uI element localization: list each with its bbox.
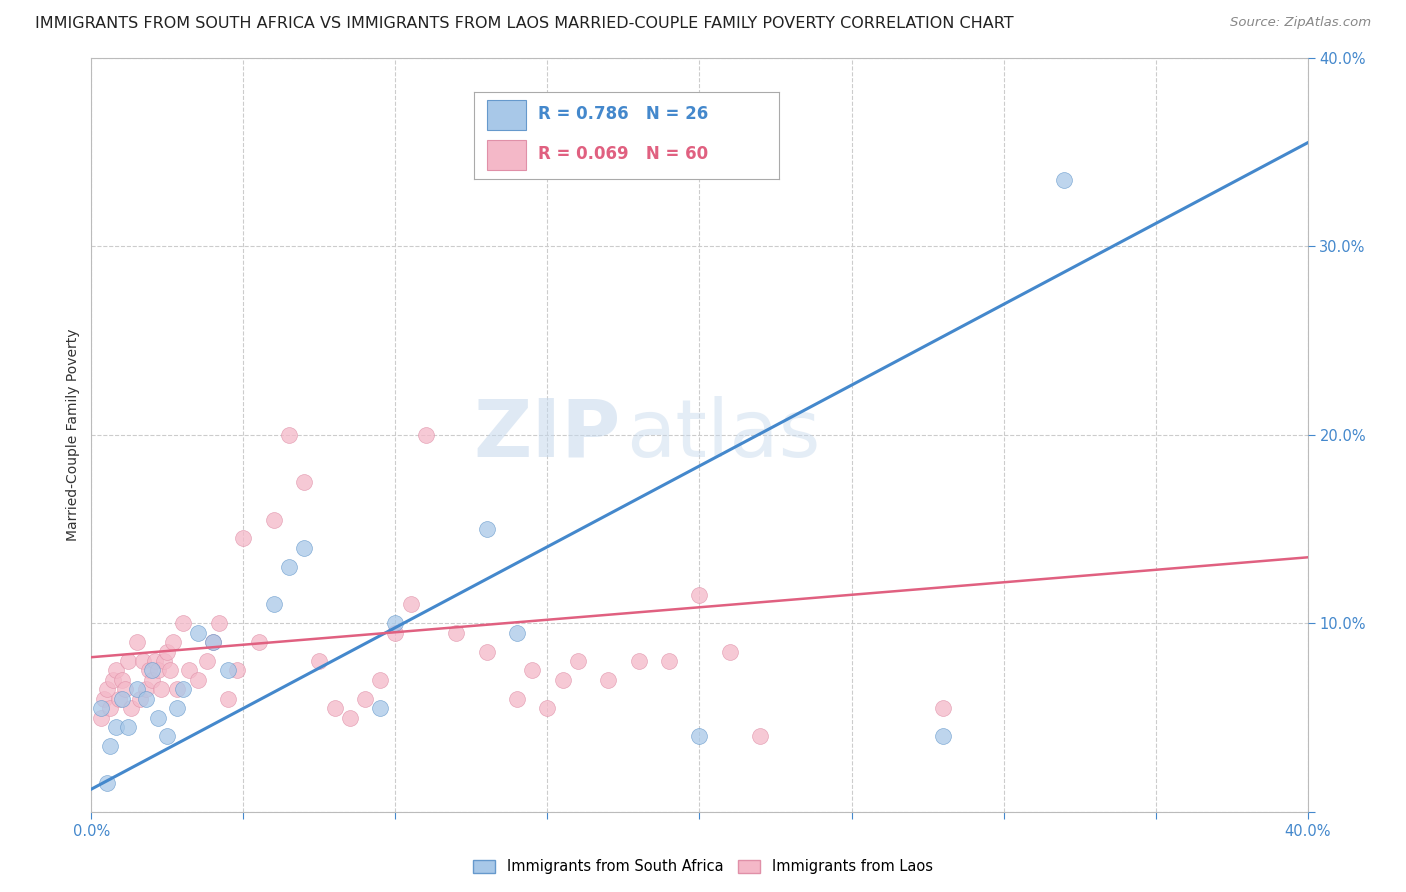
Point bbox=[308, 654, 330, 668]
Point bbox=[101, 673, 124, 687]
Point bbox=[150, 682, 173, 697]
Point bbox=[143, 654, 166, 668]
Point bbox=[475, 522, 498, 536]
Point bbox=[104, 720, 127, 734]
Point bbox=[187, 625, 209, 640]
Point bbox=[226, 664, 249, 678]
Point bbox=[444, 625, 467, 640]
Point bbox=[177, 664, 200, 678]
Text: IMMIGRANTS FROM SOUTH AFRICA VS IMMIGRANTS FROM LAOS MARRIED-COUPLE FAMILY POVER: IMMIGRANTS FROM SOUTH AFRICA VS IMMIGRAN… bbox=[35, 16, 1014, 31]
Point bbox=[117, 654, 139, 668]
Point bbox=[125, 635, 148, 649]
Point bbox=[384, 616, 406, 631]
Point bbox=[658, 654, 681, 668]
Point bbox=[89, 710, 111, 724]
Point bbox=[263, 513, 285, 527]
Point bbox=[159, 664, 181, 678]
Point bbox=[195, 654, 218, 668]
Point bbox=[339, 710, 361, 724]
Point bbox=[89, 701, 111, 715]
Point bbox=[368, 673, 391, 687]
Point bbox=[415, 428, 437, 442]
Point bbox=[98, 739, 121, 753]
Point bbox=[292, 475, 315, 489]
Point bbox=[718, 644, 741, 658]
Point bbox=[172, 682, 194, 697]
Point bbox=[135, 682, 157, 697]
Point bbox=[98, 701, 121, 715]
Point bbox=[368, 701, 391, 715]
Point bbox=[111, 673, 134, 687]
Point bbox=[93, 691, 115, 706]
Point bbox=[166, 682, 188, 697]
Point bbox=[202, 635, 225, 649]
Point bbox=[567, 654, 589, 668]
Point bbox=[688, 730, 710, 744]
Point bbox=[217, 691, 239, 706]
Point bbox=[104, 664, 127, 678]
Point bbox=[292, 541, 315, 555]
Point bbox=[522, 664, 544, 678]
Point bbox=[232, 532, 254, 546]
Point bbox=[166, 701, 188, 715]
Y-axis label: Married-Couple Family Poverty: Married-Couple Family Poverty bbox=[66, 328, 80, 541]
Point bbox=[141, 673, 163, 687]
Point bbox=[506, 625, 529, 640]
Point bbox=[129, 691, 152, 706]
Point bbox=[117, 720, 139, 734]
Point bbox=[111, 691, 134, 706]
Point bbox=[120, 701, 142, 715]
Point bbox=[627, 654, 650, 668]
Point bbox=[506, 691, 529, 706]
Point bbox=[278, 559, 301, 574]
Point bbox=[247, 635, 270, 649]
Point bbox=[156, 730, 179, 744]
Text: Source: ZipAtlas.com: Source: ZipAtlas.com bbox=[1230, 16, 1371, 29]
Point bbox=[162, 635, 184, 649]
Point bbox=[323, 701, 346, 715]
Point bbox=[217, 664, 239, 678]
Point bbox=[278, 428, 301, 442]
Text: atlas: atlas bbox=[627, 396, 821, 474]
Point bbox=[172, 616, 194, 631]
Point bbox=[598, 673, 620, 687]
Point bbox=[202, 635, 225, 649]
Point bbox=[749, 730, 772, 744]
Legend: Immigrants from South Africa, Immigrants from Laos: Immigrants from South Africa, Immigrants… bbox=[468, 854, 938, 880]
Point bbox=[141, 664, 163, 678]
Point bbox=[148, 664, 170, 678]
Point bbox=[208, 616, 231, 631]
Point bbox=[132, 654, 155, 668]
Point bbox=[138, 664, 160, 678]
Point bbox=[384, 625, 406, 640]
Point bbox=[96, 682, 118, 697]
Point bbox=[107, 691, 129, 706]
Point bbox=[156, 644, 179, 658]
Point bbox=[688, 588, 710, 602]
Point bbox=[536, 701, 558, 715]
Point bbox=[125, 682, 148, 697]
Point bbox=[354, 691, 377, 706]
Point bbox=[148, 710, 170, 724]
Point bbox=[931, 701, 953, 715]
Point bbox=[475, 644, 498, 658]
Point bbox=[931, 730, 953, 744]
Point bbox=[263, 598, 285, 612]
Point bbox=[187, 673, 209, 687]
Point bbox=[135, 691, 157, 706]
Point bbox=[114, 682, 136, 697]
Text: ZIP: ZIP bbox=[474, 396, 620, 474]
Point bbox=[96, 776, 118, 790]
Point bbox=[1053, 173, 1076, 187]
Point bbox=[399, 598, 422, 612]
Point bbox=[551, 673, 574, 687]
Point bbox=[153, 654, 176, 668]
